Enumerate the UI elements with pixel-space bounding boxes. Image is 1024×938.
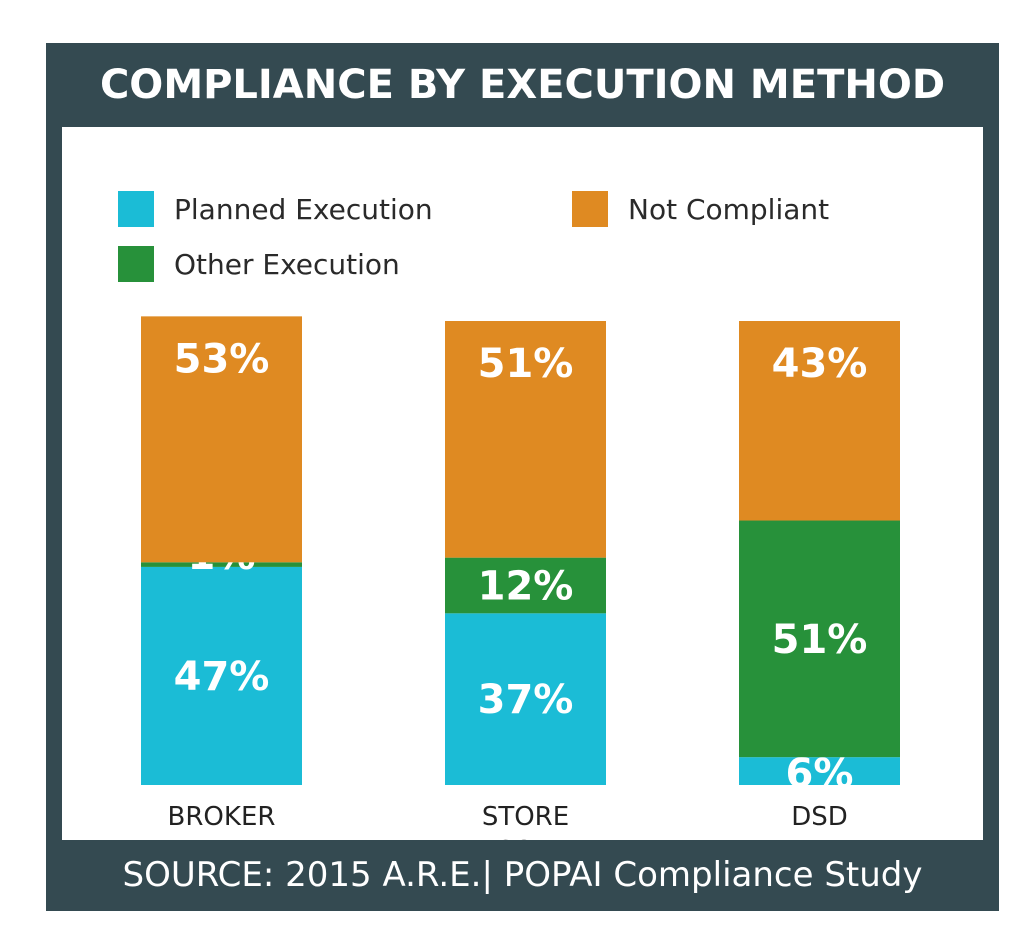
legend-label-planned-execution: Planned Execution xyxy=(174,192,433,226)
bar-dsd-other-execution xyxy=(739,520,900,758)
data-label-store-personnel-planned-execution: 37% xyxy=(478,677,574,723)
stacked-bar-chart: 47%1%53%BROKER37%12%51%STOREPERSONNEL6%5… xyxy=(141,316,900,840)
chart-title: COMPLIANCE BY EXECUTION METHOD xyxy=(99,62,946,108)
data-label-store-personnel-not-compliant: 51% xyxy=(478,341,574,387)
data-label-broker-planned-execution: 47% xyxy=(174,654,270,700)
data-label-broker-not-compliant: 53% xyxy=(174,336,270,382)
legend-item-not-compliant: Not Compliant xyxy=(572,191,829,227)
legend-swatch-other-execution xyxy=(118,246,154,282)
source-footer: SOURCE: 2015 A.R.E.| POPAI Compliance St… xyxy=(122,855,923,895)
bar-broker-other-execution xyxy=(141,562,302,567)
legend-label-not-compliant: Not Compliant xyxy=(628,192,830,226)
legend-swatch-planned-execution xyxy=(118,191,154,227)
category-label-broker: BROKER xyxy=(168,802,276,832)
category-label-store-personnel: STOREPERSONNEL xyxy=(447,802,604,840)
chart-panel: Planned Execution Not Compliant Other Ex… xyxy=(62,127,983,840)
category-label-dsd: DSD xyxy=(791,802,848,832)
bar-store-personnel-not-compliant xyxy=(445,321,606,558)
bar-broker-planned-execution xyxy=(141,566,302,785)
data-label-dsd-planned-execution: 6% xyxy=(786,751,854,797)
legend-swatch-not-compliant xyxy=(572,191,608,227)
bar-store-personnel-planned-execution xyxy=(445,613,606,785)
data-label-dsd-not-compliant: 43% xyxy=(772,341,868,387)
data-label-store-personnel-other-execution: 12% xyxy=(478,563,574,609)
bar-broker-not-compliant xyxy=(141,316,302,563)
legend-item-other-execution: Other Execution xyxy=(118,246,400,282)
bar-dsd-not-compliant xyxy=(739,321,900,521)
legend-item-planned-execution: Planned Execution xyxy=(118,191,433,227)
chart-frame: COMPLIANCE BY EXECUTION METHOD Planned E… xyxy=(46,43,999,911)
data-label-dsd-other-execution: 51% xyxy=(772,617,868,663)
bar-store-personnel-other-execution xyxy=(445,557,606,614)
legend-label-other-execution: Other Execution xyxy=(174,247,400,281)
bar-dsd-planned-execution xyxy=(739,757,900,785)
